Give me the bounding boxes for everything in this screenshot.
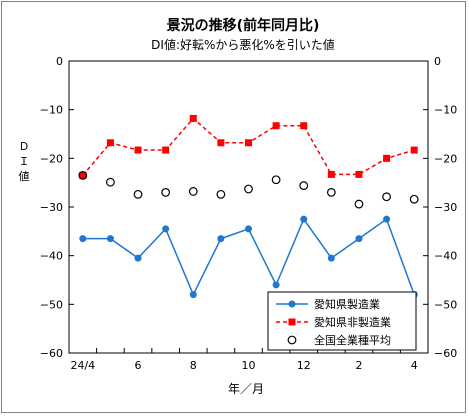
series-2 bbox=[79, 114, 418, 179]
y-tick-label-left: −20 bbox=[40, 152, 63, 165]
legend-marker bbox=[287, 335, 297, 345]
y-tick-label-left: −40 bbox=[40, 250, 63, 263]
data-point bbox=[188, 187, 198, 196]
y-tick-label-right: 0 bbox=[434, 55, 441, 68]
x-tick-label: 10 bbox=[242, 359, 256, 372]
legend-label: 愛知県非製造業 bbox=[314, 315, 391, 329]
data-point bbox=[245, 225, 252, 233]
legend-label: 愛知県製造業 bbox=[314, 297, 380, 311]
data-point bbox=[355, 170, 363, 178]
data-point bbox=[134, 254, 142, 262]
data-point bbox=[383, 154, 391, 162]
y-tick-label-right: −20 bbox=[434, 152, 457, 165]
y-axis-label-char: Ｄ bbox=[19, 140, 30, 153]
data-point bbox=[134, 146, 142, 154]
data-point bbox=[383, 215, 391, 223]
data-point bbox=[217, 235, 225, 243]
x-tick-label: 6 bbox=[135, 359, 142, 372]
data-point bbox=[244, 184, 253, 194]
legend-marker bbox=[288, 318, 296, 326]
y-axis-left: 0 −10 −20 −30 −40 −50 −60 bbox=[40, 55, 74, 360]
y-axis-label: ＤＩ値 bbox=[19, 140, 30, 183]
x-axis-label: 年／月 bbox=[228, 382, 264, 396]
series-3 bbox=[78, 170, 419, 209]
data-point bbox=[78, 170, 88, 180]
data-point bbox=[189, 114, 197, 122]
data-point bbox=[162, 225, 170, 233]
data-point bbox=[299, 181, 309, 190]
data-point bbox=[382, 192, 391, 202]
y-tick-label-right: −60 bbox=[434, 347, 457, 360]
data-point bbox=[409, 194, 419, 204]
y-axis-label-char: Ｉ bbox=[19, 155, 30, 168]
data-point bbox=[106, 235, 114, 243]
data-point bbox=[272, 281, 280, 289]
legend-item: 愛知県非製造業 bbox=[276, 315, 391, 329]
data-point bbox=[245, 139, 252, 147]
y-axis-label-char: 値 bbox=[19, 170, 30, 183]
data-point bbox=[217, 139, 225, 147]
series-layer bbox=[78, 114, 419, 299]
data-point bbox=[79, 171, 87, 179]
y-tick-label-left: −30 bbox=[40, 201, 63, 214]
data-point bbox=[106, 177, 115, 187]
x-tick-label: 12 bbox=[297, 359, 311, 372]
data-point bbox=[216, 189, 226, 199]
data-point bbox=[327, 254, 335, 262]
x-tick-label: 8 bbox=[190, 359, 197, 372]
legend-marker bbox=[288, 300, 296, 308]
data-point bbox=[410, 146, 418, 154]
data-point bbox=[355, 235, 363, 243]
data-point bbox=[300, 215, 308, 223]
data-point bbox=[162, 146, 170, 154]
y-tick-label-right: −40 bbox=[434, 250, 457, 263]
chart-title: 景況の推移(前年同月比) bbox=[167, 17, 320, 34]
data-point bbox=[300, 122, 308, 130]
data-point bbox=[133, 189, 143, 199]
data-point bbox=[271, 175, 281, 185]
data-point bbox=[161, 187, 171, 197]
y-tick-label-left: −50 bbox=[40, 298, 63, 311]
x-tick-label: 24/4 bbox=[70, 359, 95, 372]
data-point bbox=[326, 187, 336, 197]
x-axis: 24/4 6 8 10 12 2 4 bbox=[68, 348, 429, 372]
data-point bbox=[272, 122, 280, 130]
data-point bbox=[106, 139, 114, 147]
y-tick-label-left: −60 bbox=[40, 347, 63, 360]
y-tick-label-left: 0 bbox=[56, 55, 63, 68]
data-point bbox=[189, 291, 197, 299]
y-axis-right: 0 −10 −20 −30 −40 −50 −60 bbox=[423, 55, 457, 360]
legend-item: 全国全業種平均 bbox=[287, 333, 391, 347]
data-point bbox=[354, 199, 364, 209]
x-tick-label: 4 bbox=[411, 359, 418, 372]
legend-item: 愛知県製造業 bbox=[276, 297, 380, 311]
x-tick-label: 2 bbox=[355, 359, 362, 372]
series-1 bbox=[79, 215, 418, 299]
data-point bbox=[79, 235, 87, 243]
legend-label: 全国全業種平均 bbox=[314, 333, 391, 347]
chart-subtitle: DI値:好転%から悪化%を引いた値 bbox=[151, 37, 335, 52]
y-tick-label-left: −10 bbox=[40, 104, 63, 117]
data-point bbox=[327, 170, 335, 178]
y-tick-label-right: −30 bbox=[434, 201, 457, 214]
y-tick-label-right: −10 bbox=[434, 104, 457, 117]
y-tick-label-right: −50 bbox=[434, 298, 457, 311]
